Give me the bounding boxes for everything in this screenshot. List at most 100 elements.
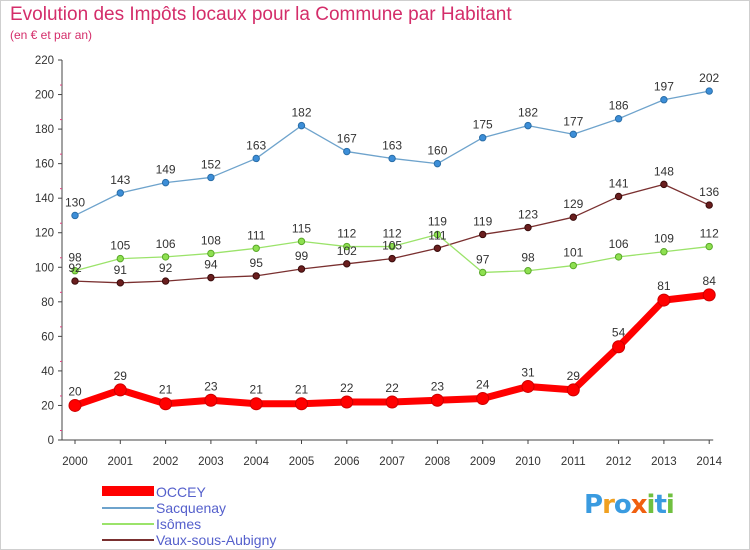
data-label-occey: 54: [612, 326, 626, 340]
data-point-vaux-sous-aubigny: [297, 265, 306, 273]
x-tick-label: 2008: [425, 456, 451, 468]
x-tick-label: 2006: [334, 456, 360, 468]
data-label-occey: 20: [68, 384, 82, 398]
y-tick-label: 80: [41, 297, 54, 309]
data-label-vaux-sous-aubigny: 91: [114, 263, 128, 277]
logo-letter: r: [602, 490, 615, 520]
data-point-isomes: [479, 268, 487, 277]
data-point-isomes: [161, 253, 170, 261]
data-point-sacquenay: [433, 159, 442, 168]
data-label-isomes: 115: [292, 221, 311, 235]
legend-swatch-vaux-sous-aubigny: [102, 539, 154, 541]
data-label-isomes: 119: [428, 214, 447, 228]
data-label-isomes: 101: [563, 246, 583, 260]
data-point-sacquenay: [660, 96, 668, 104]
data-point-sacquenay: [524, 121, 532, 130]
data-label-isomes: 98: [521, 251, 535, 265]
data-label-vaux-sous-aubigny: 92: [68, 261, 82, 275]
logo-letter: P: [584, 490, 603, 520]
data-label-vaux-sous-aubigny: 92: [159, 261, 173, 275]
data-label-occey: 29: [567, 369, 581, 383]
data-label-sacquenay: 186: [609, 99, 629, 113]
data-label-isomes: 98: [68, 251, 82, 265]
data-point-occey: [159, 397, 173, 411]
y-tick-label: 140: [35, 193, 54, 205]
data-point-occey: [68, 398, 82, 412]
data-label-occey: 22: [385, 381, 399, 395]
x-tick-label: 2012: [606, 456, 632, 468]
data-point-occey: [566, 383, 580, 397]
data-point-sacquenay: [207, 173, 215, 182]
x-tick-label: 2005: [289, 456, 315, 468]
data-label-sacquenay: 177: [563, 114, 583, 128]
data-label-sacquenay: 143: [110, 173, 130, 187]
y-tick-label: 200: [35, 90, 54, 102]
data-point-vaux-sous-aubigny: [161, 277, 170, 285]
data-label-vaux-sous-aubigny: 136: [699, 185, 719, 199]
data-point-isomes: [433, 230, 442, 239]
data-point-vaux-sous-aubigny: [116, 279, 125, 287]
y-tick-label: 160: [35, 159, 54, 171]
data-label-occey: 23: [204, 379, 218, 393]
chart-title: Evolution des Impôts locaux pour la Comm…: [10, 4, 512, 25]
data-point-vaux-sous-aubigny: [388, 254, 396, 263]
data-label-sacquenay: 149: [156, 163, 176, 177]
data-label-sacquenay: 130: [65, 195, 85, 209]
data-point-vaux-sous-aubigny: [660, 180, 668, 189]
legend-swatch-isomes: [102, 523, 154, 525]
data-point-vaux-sous-aubigny: [479, 230, 487, 239]
data-label-sacquenay: 182: [291, 106, 311, 120]
data-point-isomes: [660, 248, 668, 256]
legend-swatch-sacquenay: [102, 507, 154, 509]
data-label-occey: 21: [250, 383, 264, 397]
data-point-isomes: [71, 267, 79, 275]
data-label-occey: 31: [521, 365, 535, 379]
data-point-vaux-sous-aubigny: [524, 223, 532, 232]
data-point-isomes: [614, 253, 623, 261]
data-point-sacquenay: [116, 189, 125, 197]
data-point-occey: [657, 293, 671, 307]
data-label-isomes: 108: [201, 233, 221, 247]
data-point-isomes: [252, 244, 260, 252]
data-point-vaux-sous-aubigny: [71, 277, 79, 285]
data-label-vaux-sous-aubigny: 94: [204, 258, 218, 272]
data-point-occey: [430, 393, 444, 407]
data-label-vaux-sous-aubigny: 123: [518, 208, 538, 222]
data-point-sacquenay: [614, 115, 623, 123]
logo-letter: t: [654, 490, 666, 520]
data-label-isomes: 112: [383, 227, 402, 241]
data-label-vaux-sous-aubigny: 119: [473, 214, 492, 228]
data-label-vaux-sous-aubigny: 111: [428, 228, 447, 242]
data-point-sacquenay: [705, 87, 713, 95]
data-point-sacquenay: [388, 154, 396, 163]
data-point-occey: [340, 395, 354, 409]
data-label-isomes: 105: [110, 239, 130, 253]
data-point-occey: [113, 383, 127, 397]
data-label-occey: 21: [159, 383, 173, 397]
data-label-occey: 81: [657, 279, 671, 293]
y-tick-label: 120: [35, 228, 54, 240]
data-point-occey: [612, 340, 626, 354]
data-point-sacquenay: [569, 130, 577, 138]
data-label-sacquenay: 175: [473, 118, 493, 132]
data-label-occey: 21: [295, 383, 309, 397]
data-point-occey: [476, 392, 490, 406]
y-tick-label: 20: [41, 400, 54, 412]
data-label-sacquenay: 167: [337, 132, 357, 146]
chart-legend: OCCEY Sacquenay Isômes Vaux-sous-Aubigny: [102, 484, 322, 548]
chart-series: [68, 87, 716, 412]
legend-item-sacquenay: Sacquenay: [102, 500, 322, 516]
y-tick-label: 180: [35, 124, 54, 136]
data-point-vaux-sous-aubigny: [207, 273, 215, 282]
data-label-vaux-sous-aubigny: 148: [654, 164, 674, 178]
data-label-vaux-sous-aubigny: 105: [382, 239, 402, 253]
x-tick-label: 2010: [515, 456, 541, 468]
y-tick-label: 40: [41, 366, 54, 378]
data-label-isomes: 106: [609, 237, 629, 251]
x-tick-label: 2001: [108, 456, 134, 468]
data-label-sacquenay: 152: [201, 157, 221, 171]
logo-letter: x: [630, 490, 648, 520]
legend-swatch-occey: [102, 486, 154, 496]
